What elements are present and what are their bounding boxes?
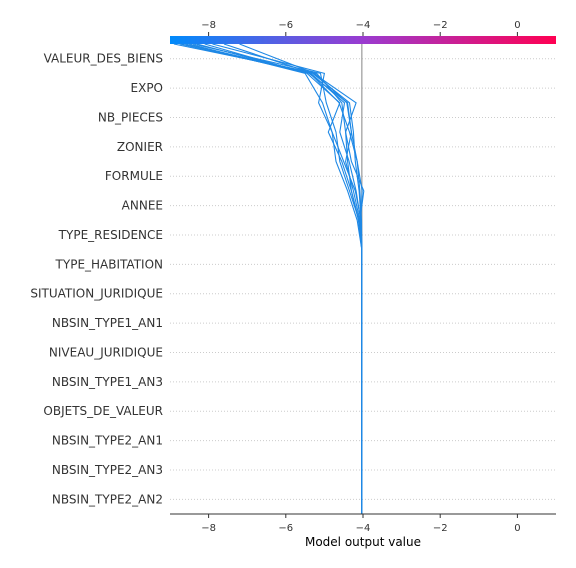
decision-line (179, 43, 363, 514)
feature-label: NBSIN_TYPE2_AN2 (52, 492, 163, 506)
top-tick-label: 0 (514, 20, 520, 31)
feature-label: FORMULE (105, 169, 163, 183)
decision-line (193, 43, 363, 514)
bottom-tick-label: 0 (514, 523, 520, 534)
x-axis-title: Model output value (305, 535, 421, 549)
feature-label: TYPE_HABITATION (55, 257, 163, 271)
feature-gridlines (170, 58, 556, 500)
decision-line (212, 43, 363, 514)
top-tick-label: −6 (278, 20, 293, 31)
bottom-axis: −8 −6 −4 −2 0 (201, 514, 521, 534)
decision-line (223, 43, 363, 514)
feature-label: EXPO (131, 81, 163, 95)
feature-label: NBSIN_TYPE2_AN3 (52, 463, 163, 477)
bottom-tick-label: −4 (356, 523, 371, 534)
feature-label: NBSIN_TYPE1_AN1 (52, 316, 163, 330)
decision-line (173, 43, 363, 514)
feature-label: NBSIN_TYPE2_AN1 (52, 434, 163, 448)
bottom-tick-label: −8 (201, 523, 216, 534)
feature-label: NIVEAU_JURIDIQUE (49, 345, 163, 359)
bottom-tick-label: −6 (278, 523, 293, 534)
top-tick-label: −8 (201, 20, 216, 31)
feature-labels: VALEUR_DES_BIENS EXPO NB_PIECES ZONIER FORMU… (30, 52, 163, 507)
feature-label: ANNEE (122, 199, 163, 213)
decision-line (189, 43, 363, 514)
feature-label: NBSIN_TYPE1_AN3 (52, 375, 163, 389)
decision-lines (173, 43, 365, 514)
top-axis: −8 −6 −4 −2 0 (201, 20, 521, 36)
colorbar (170, 36, 556, 44)
top-tick-label: −4 (356, 20, 371, 31)
decision-line (196, 43, 363, 514)
feature-label: NB_PIECES (98, 110, 163, 124)
decision-line (185, 43, 365, 514)
feature-label: ZONIER (117, 140, 163, 154)
feature-label: TYPE_RESIDENCE (58, 228, 163, 242)
feature-label: VALEUR_DES_BIENS (44, 52, 163, 66)
feature-label: SITUATION_JURIDIQUE (30, 287, 163, 301)
feature-label: OBJETS_DE_VALEUR (43, 404, 163, 418)
bottom-tick-label: −2 (433, 523, 448, 534)
top-tick-label: −2 (433, 20, 448, 31)
decision-line (204, 43, 363, 514)
